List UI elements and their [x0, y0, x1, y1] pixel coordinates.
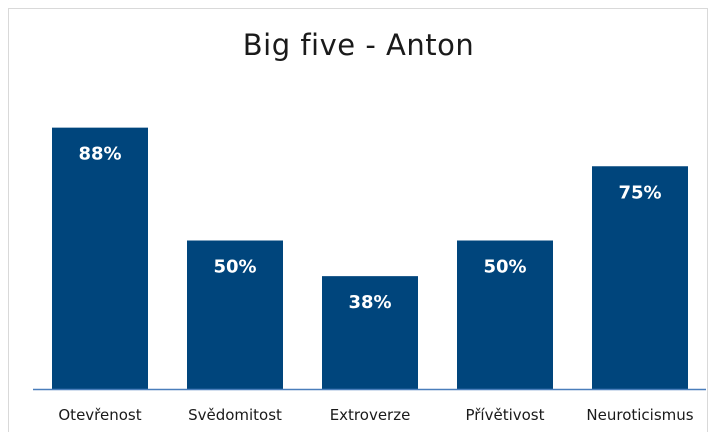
category-labels: Otevřenost Svědomitost Extroverze Přívětivo… — [58, 406, 693, 424]
bars-group: 88% 50% 38% 50% 75% — [52, 127, 688, 389]
bar-2 — [322, 276, 418, 389]
data-label-4: 75% — [618, 182, 661, 203]
category-label-0: Otevřenost — [58, 406, 141, 424]
data-label-2: 38% — [348, 292, 391, 313]
category-label-2: Extroverze — [330, 406, 411, 424]
bar-3 — [457, 240, 553, 389]
data-label-3: 50% — [483, 257, 526, 278]
bar-0 — [52, 127, 148, 389]
bar-1 — [187, 240, 283, 389]
bar-4 — [592, 166, 688, 389]
chart-title: Big five - Anton — [242, 28, 475, 62]
category-label-1: Svědomitost — [188, 406, 282, 424]
data-label-1: 50% — [213, 257, 256, 278]
data-label-0: 88% — [78, 144, 121, 165]
category-label-3: Přívětivost — [465, 406, 544, 424]
category-label-4: Neuroticismus — [586, 406, 693, 424]
